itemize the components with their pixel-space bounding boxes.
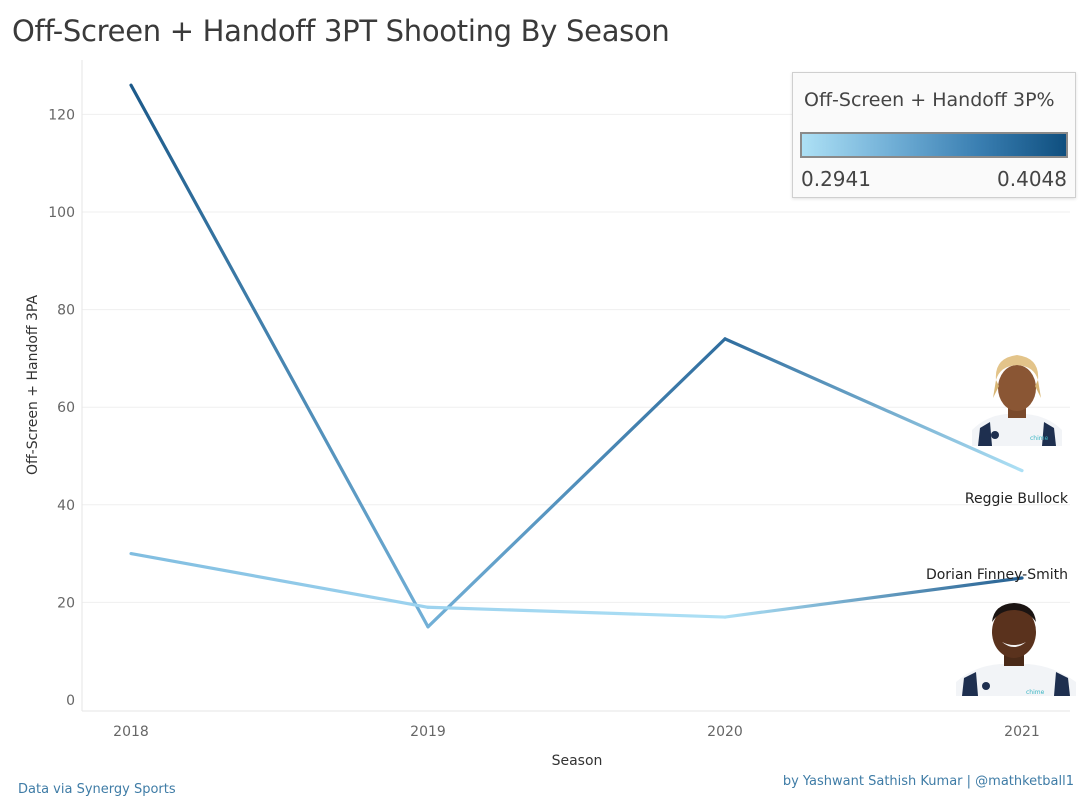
series-line-segment bbox=[426, 605, 727, 619]
y-tick-label: 80 bbox=[57, 303, 75, 319]
player-photo-dorian-finney-smith: chime bbox=[956, 603, 1076, 696]
y-tick-label: 0 bbox=[66, 693, 75, 709]
series-label: Reggie Bullock bbox=[965, 491, 1069, 507]
x-tick-label: 2018 bbox=[113, 724, 149, 740]
player-annotations: chime chime bbox=[956, 355, 1076, 696]
series-line-segment bbox=[129, 83, 430, 629]
color-legend: Off-Screen + Handoff 3P% 0.2941 0.4048 bbox=[792, 72, 1076, 198]
y-tick-label: 60 bbox=[57, 400, 75, 416]
author-credit: by Yashwant Sathish Kumar | @mathketball… bbox=[782, 774, 1074, 789]
y-tick-label: 20 bbox=[57, 595, 75, 611]
y-tick-label: 100 bbox=[48, 205, 75, 221]
series-line-segment bbox=[129, 551, 430, 609]
y-tick-label: 120 bbox=[48, 107, 75, 123]
axes: 0 20 40 60 80 100 120 2018 2019 2020 2021 Season Off… bbox=[25, 60, 1070, 769]
series-label: Dorian Finney-Smith bbox=[926, 567, 1068, 583]
y-tick-label: 40 bbox=[57, 498, 75, 514]
series-line-segment bbox=[723, 576, 1024, 619]
x-tick-label: 2021 bbox=[1004, 724, 1040, 740]
series-labels: Reggie Bullock Dorian Finney-Smith bbox=[926, 491, 1069, 583]
series-line-segment bbox=[723, 337, 1024, 473]
series-lines bbox=[129, 83, 1024, 629]
y-axis-title: Off-Screen + Handoff 3PA bbox=[25, 295, 41, 475]
player-photo-reggie-bullock: chime bbox=[972, 355, 1062, 446]
x-tick-label: 2020 bbox=[707, 724, 743, 740]
x-axis-title: Season bbox=[552, 753, 603, 769]
data-source-note: Data via Synergy Sports bbox=[18, 782, 176, 797]
legend-title: Off-Screen + Handoff 3P% bbox=[804, 89, 1055, 111]
svg-text:chime: chime bbox=[1030, 435, 1049, 442]
legend-gradient-bar bbox=[800, 132, 1068, 158]
series-line-segment bbox=[426, 337, 727, 629]
svg-text:chime: chime bbox=[1026, 689, 1045, 696]
legend-min-label: 0.2941 bbox=[801, 167, 871, 191]
x-tick-label: 2019 bbox=[410, 724, 446, 740]
chart-title: Off-Screen + Handoff 3PT Shooting By Sea… bbox=[12, 14, 670, 48]
legend-max-label: 0.4048 bbox=[997, 167, 1067, 191]
